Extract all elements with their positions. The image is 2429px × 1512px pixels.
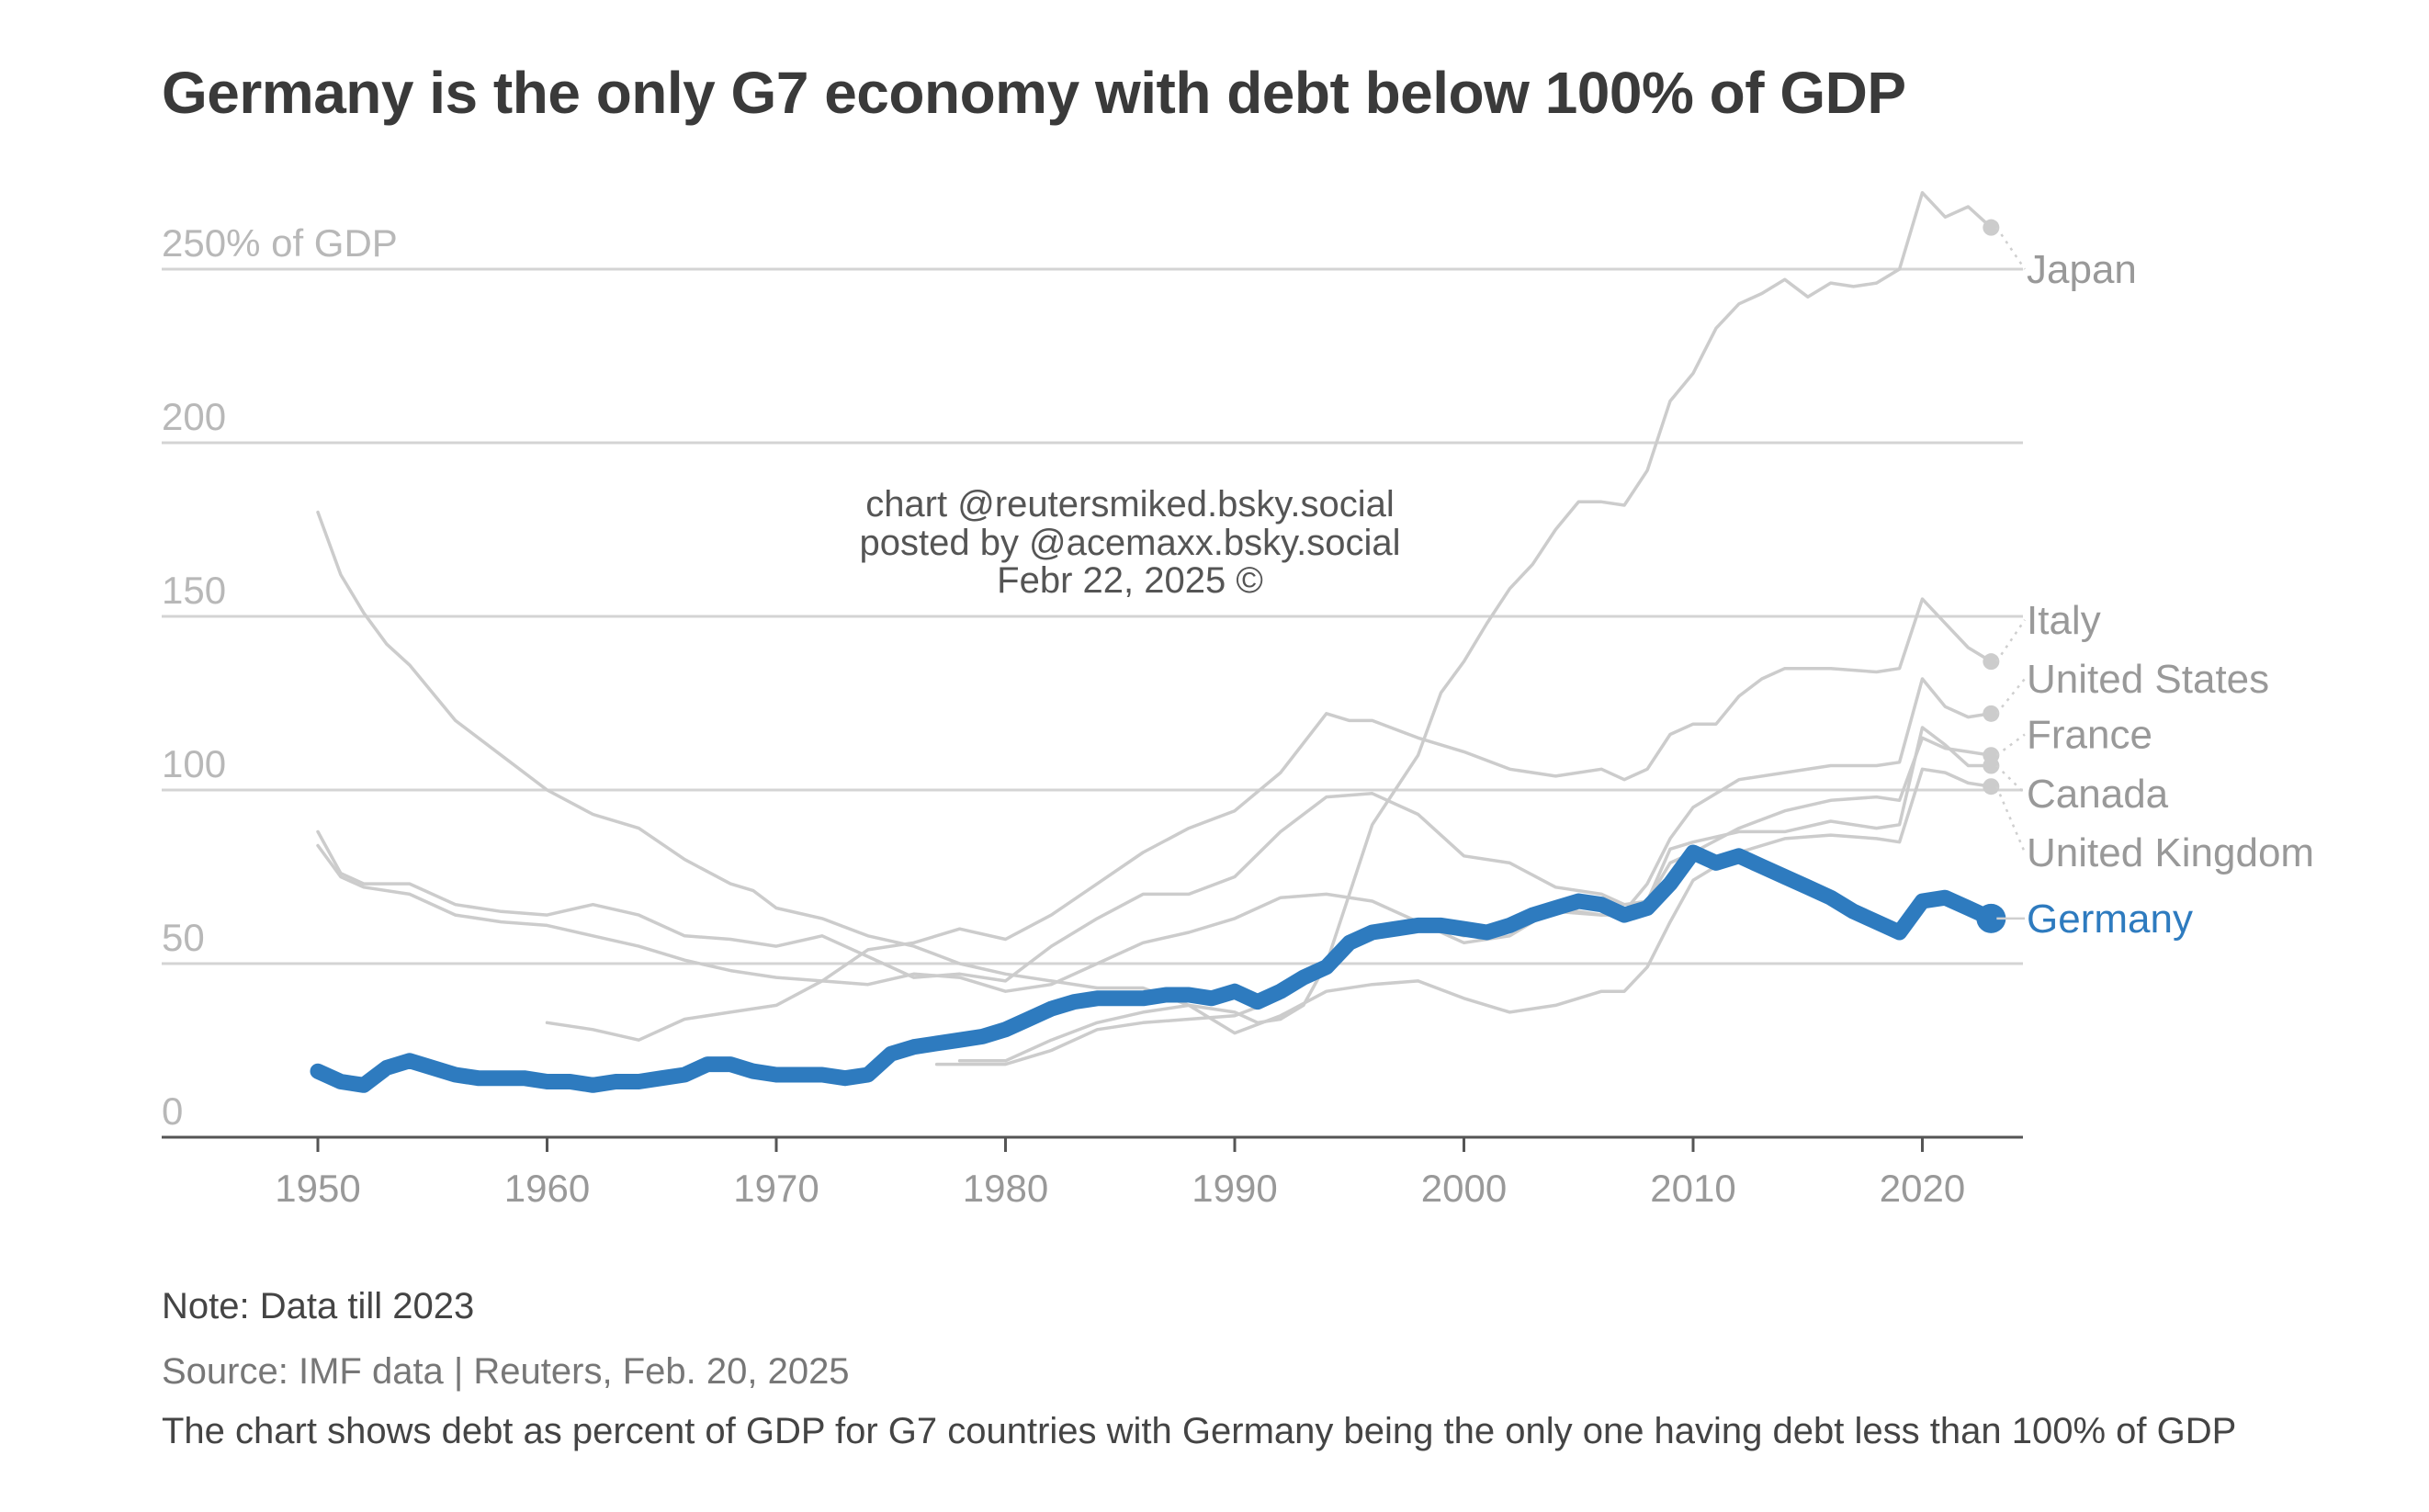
x-tick-label-2020: 2020 bbox=[1880, 1167, 1965, 1210]
series-labels: Japan Italy United States France Canada Unite… bbox=[1995, 226, 2314, 942]
series-label-japan: Japan bbox=[2027, 247, 2137, 292]
leader-line-japan bbox=[1995, 226, 2027, 270]
watermark-line-2: posted by @acemaxx.bsky.social bbox=[859, 523, 1401, 563]
leader-line-united-kingdom bbox=[1995, 785, 2027, 853]
x-tick-label-1990: 1990 bbox=[1192, 1167, 1277, 1210]
y-tick-labels: 0 50 100 150 200 250% of GDP bbox=[162, 221, 398, 1133]
series-line-italy bbox=[545, 597, 1994, 1042]
chart-source: Source: IMF data | Reuters, Feb. 20, 202… bbox=[162, 1351, 850, 1392]
y-tick-label-0: 0 bbox=[162, 1089, 183, 1133]
series-lines bbox=[310, 191, 1999, 1093]
x-tick-label-1960: 1960 bbox=[504, 1167, 590, 1210]
end-marker-united-kingdom bbox=[1983, 778, 2000, 795]
watermark-line-1: chart @reutersmiked.bsky.social bbox=[865, 484, 1395, 525]
end-markers bbox=[1976, 219, 2006, 933]
x-tick-label-2000: 2000 bbox=[1421, 1167, 1507, 1210]
y-tick-label-250: 250% of GDP bbox=[162, 221, 398, 265]
leader-line-united-states bbox=[1995, 678, 2026, 715]
end-marker-germany bbox=[1976, 903, 2006, 933]
series-line-united-states bbox=[316, 677, 1994, 993]
chart-title: Germany is the only G7 economy with debt… bbox=[162, 60, 1906, 126]
end-marker-united-states bbox=[1983, 705, 2000, 722]
y-tick-label-100: 100 bbox=[162, 742, 226, 785]
y-tick-label-150: 150 bbox=[162, 569, 226, 612]
series-label-united-states: United States bbox=[2027, 657, 2269, 702]
end-marker-canada bbox=[1983, 757, 2000, 774]
x-tick-labels: 1950 1960 1970 1980 1990 2000 2010 2020 bbox=[275, 1137, 1965, 1210]
watermark-line-3: Febr 22, 2025 © bbox=[997, 560, 1263, 601]
series-line-united-kingdom bbox=[316, 510, 1994, 1035]
y-tick-label-200: 200 bbox=[162, 395, 226, 438]
leader-line-france bbox=[1995, 733, 2026, 757]
series-line-canada bbox=[316, 726, 1994, 983]
x-tick-label-2010: 2010 bbox=[1650, 1167, 1735, 1210]
x-tick-label-1950: 1950 bbox=[275, 1167, 360, 1210]
series-label-france: France bbox=[2027, 713, 2152, 758]
y-tick-label-50: 50 bbox=[162, 916, 205, 959]
series-line-japan bbox=[957, 191, 1994, 1063]
chart-caption: The chart shows debt as percent of GDP f… bbox=[162, 1411, 2237, 1451]
series-label-united-kingdom: United Kingdom bbox=[2027, 830, 2314, 875]
end-marker-japan bbox=[1983, 219, 2000, 236]
gridlines bbox=[162, 267, 2023, 1139]
end-marker-italy bbox=[1983, 653, 2000, 671]
series-label-italy: Italy bbox=[2027, 598, 2101, 643]
x-tick-label-1980: 1980 bbox=[963, 1167, 1048, 1210]
x-tick-label-1970: 1970 bbox=[733, 1167, 819, 1210]
series-line-germany bbox=[310, 844, 1999, 1093]
series-label-germany: Germany bbox=[2027, 897, 2193, 942]
leader-line-italy bbox=[1995, 619, 2027, 662]
series-label-canada: Canada bbox=[2027, 772, 2169, 817]
chart-note: Note: Data till 2023 bbox=[162, 1286, 475, 1326]
